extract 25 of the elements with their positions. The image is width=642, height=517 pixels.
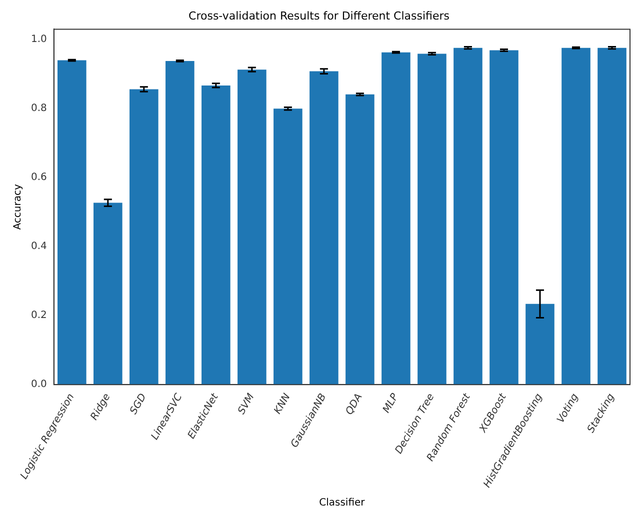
bar [490,50,518,385]
bar [130,89,158,385]
bar [94,202,122,385]
y-tick-label: 0.4 [30,241,47,252]
bar [166,60,194,385]
bar [238,70,266,385]
bar [562,48,590,385]
y-tick-label: 0.6 [30,172,47,184]
x-axis-title: Classifier [319,498,366,509]
bar [274,108,302,385]
bar [526,304,554,385]
y-tick-label: 0.0 [30,379,47,390]
bar [418,54,446,385]
bar [598,48,626,385]
bar [310,71,338,385]
bar [382,52,410,385]
y-tick-label: 0.2 [30,310,47,322]
y-tick-label: 1.0 [30,34,47,46]
bar [202,85,230,385]
bar [58,60,86,385]
bar [454,48,482,385]
y-tick-label: 0.8 [30,103,47,114]
y-axis-title: Accuracy [12,184,24,230]
chart-title: Cross-validation Results for Different Classifiers [188,9,450,22]
bar [346,94,374,385]
